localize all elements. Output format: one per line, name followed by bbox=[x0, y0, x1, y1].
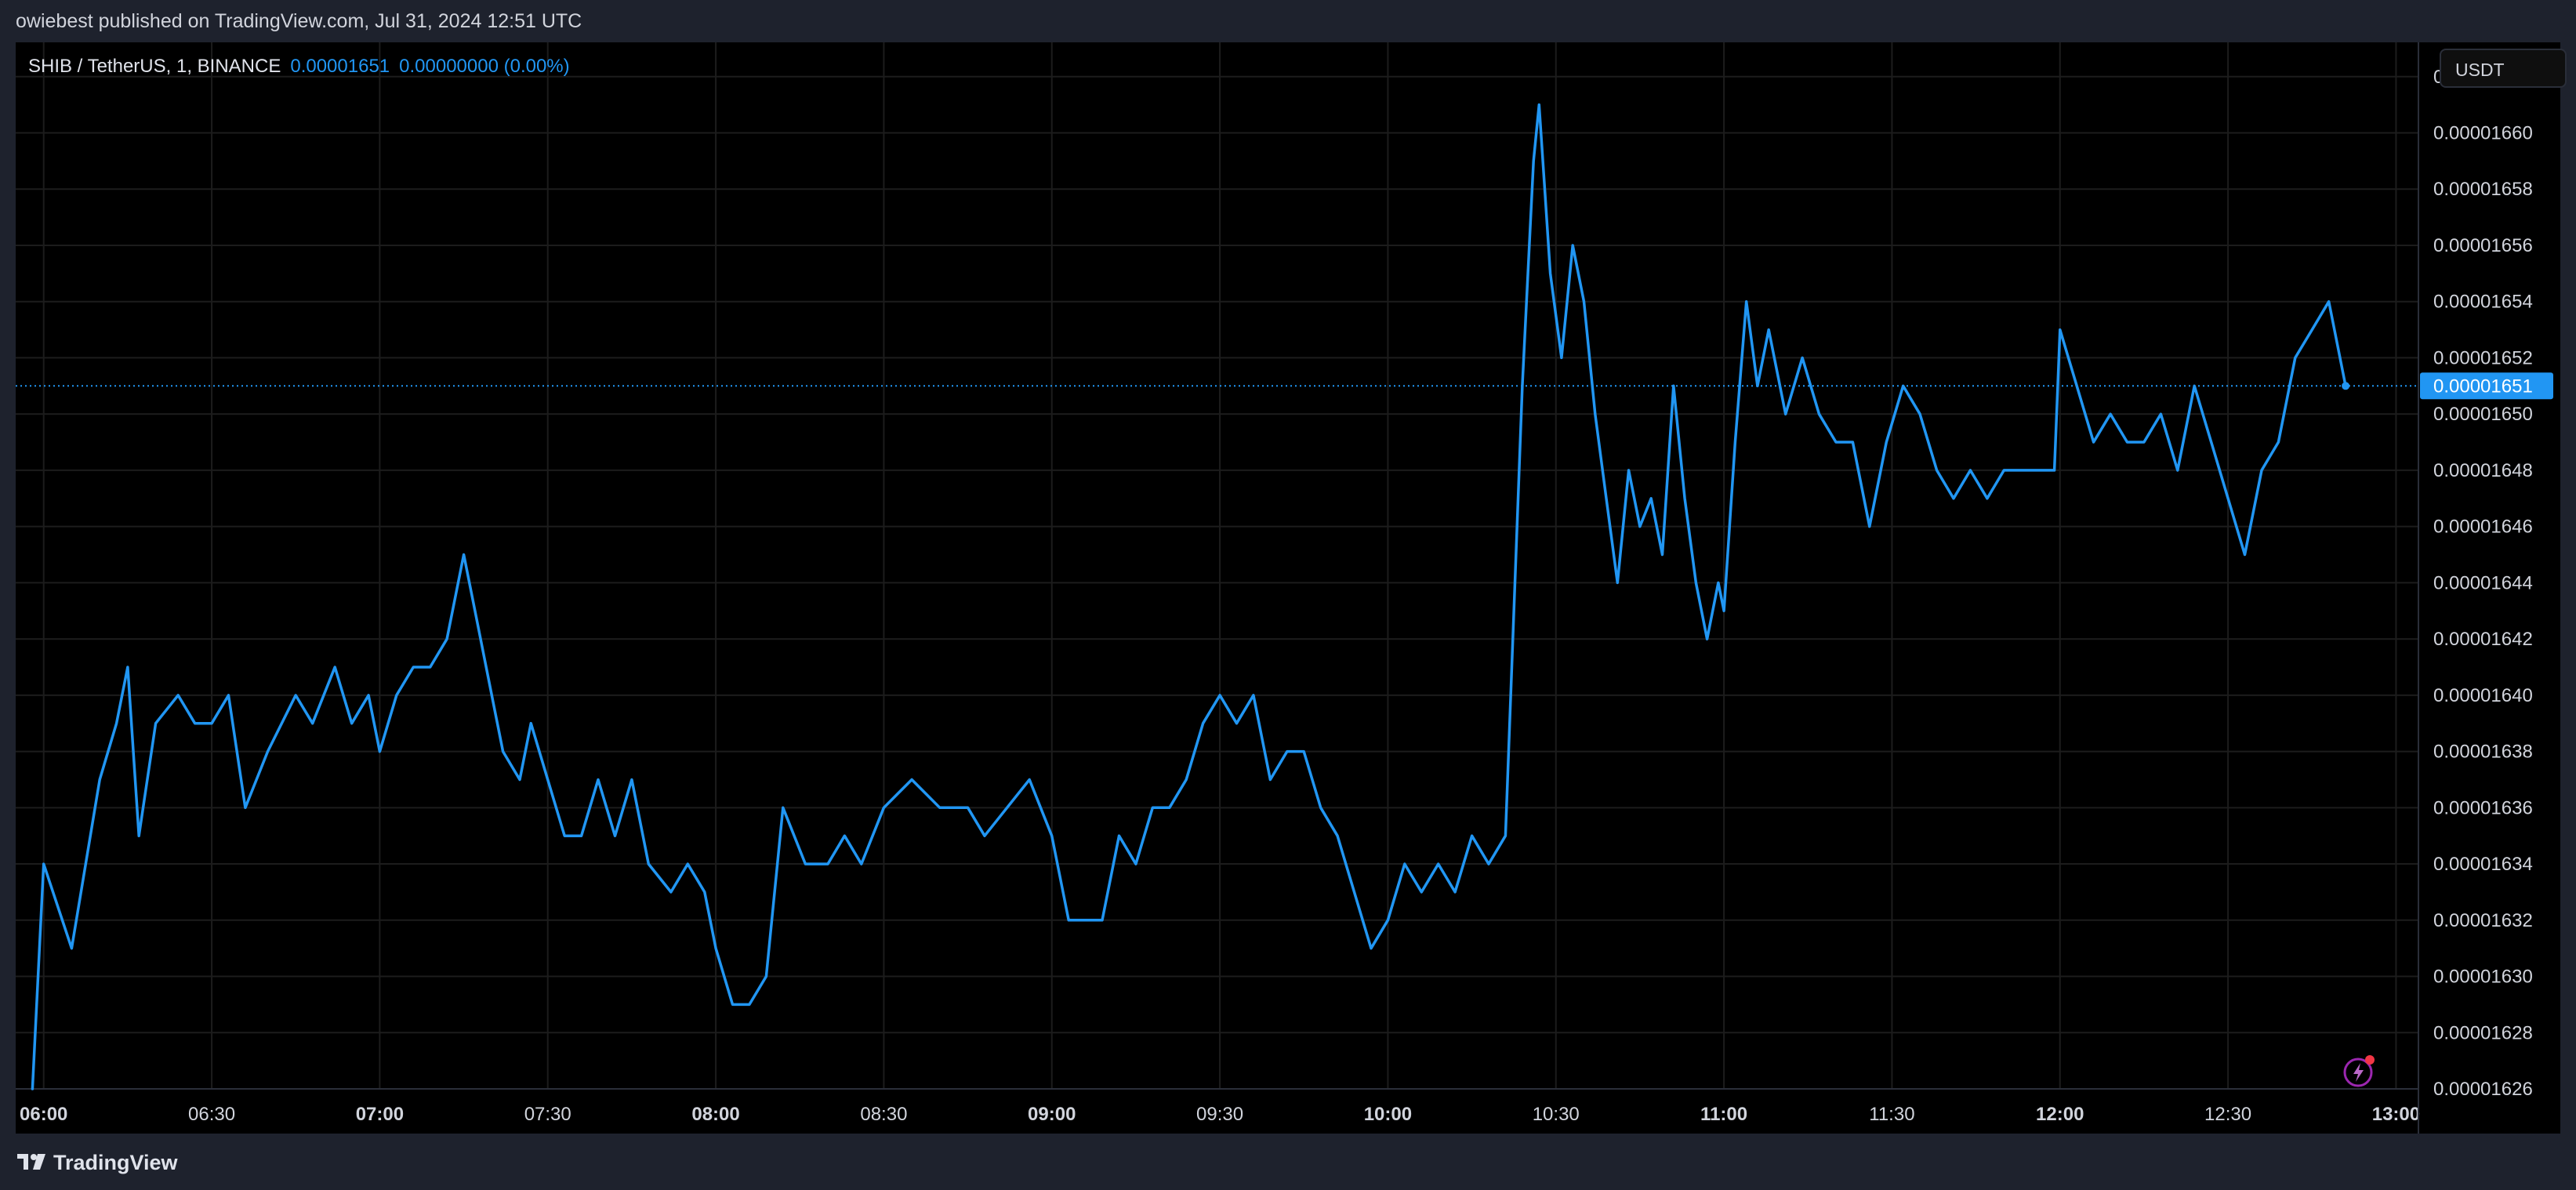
lightning-icon[interactable] bbox=[2342, 1054, 2377, 1088]
x-tick-label: 07:30 bbox=[524, 1104, 571, 1125]
y-tick-label: 0.00001660 bbox=[2433, 122, 2533, 143]
y-tick-label: 0.00001638 bbox=[2433, 742, 2533, 763]
x-tick-label: 10:30 bbox=[1533, 1104, 1580, 1125]
tradingview-logo-icon[interactable] bbox=[16, 1151, 47, 1173]
current-price-label-bg bbox=[2420, 372, 2553, 400]
y-tick-label: 0.00001650 bbox=[2433, 404, 2533, 425]
y-tick-label: 0.00001658 bbox=[2433, 179, 2533, 200]
x-tick-label: 11:30 bbox=[1869, 1104, 1914, 1125]
publish-info: owiebest published on TradingView.com, J… bbox=[16, 10, 582, 32]
header-bar: owiebest published on TradingView.com, J… bbox=[0, 0, 2576, 42]
y-tick-label: 0.00001646 bbox=[2433, 517, 2533, 538]
current-price-label: 0.00001651 bbox=[2433, 376, 2533, 397]
y-tick-label: 0.00001632 bbox=[2433, 910, 2533, 931]
x-tick-label: 13:00 bbox=[2372, 1104, 2420, 1125]
y-tick-label: 0.00001626 bbox=[2433, 1079, 2533, 1100]
y-tick-label: 0.00001636 bbox=[2433, 797, 2533, 818]
y-tick-label: 0.00001652 bbox=[2433, 347, 2533, 368]
x-tick-label: 12:00 bbox=[2036, 1104, 2084, 1125]
footer-bar: TradingView bbox=[0, 1134, 2576, 1190]
y-tick-label: 0.00001654 bbox=[2433, 292, 2533, 313]
x-tick-label: 09:30 bbox=[1196, 1104, 1243, 1125]
notification-badge bbox=[2365, 1055, 2375, 1065]
x-tick-label: 08:00 bbox=[691, 1104, 739, 1125]
chart-legend: SHIB / TetherUS, 1, BINANCE 0.00001651 0.0… bbox=[28, 56, 570, 78]
last-price-dot bbox=[2342, 382, 2350, 390]
price-change-label: 0.00000000 (0.00%) bbox=[399, 56, 570, 77]
price-line bbox=[31, 103, 2347, 1090]
y-tick-label: 0.00001644 bbox=[2433, 572, 2533, 593]
y-tick-label: 0.00001656 bbox=[2433, 235, 2533, 256]
symbol-label: SHIB / TetherUS, 1, BINANCE bbox=[28, 56, 281, 77]
currency-button[interactable]: USDT bbox=[2440, 49, 2567, 88]
y-tick-label: 0.00001634 bbox=[2433, 854, 2533, 875]
last-price-label: 0.00001651 bbox=[290, 56, 390, 77]
x-tick-label: 06:00 bbox=[20, 1104, 67, 1125]
x-tick-label: 10:00 bbox=[1364, 1104, 1412, 1125]
x-tick-label: 08:30 bbox=[860, 1104, 907, 1125]
x-tick-label: 06:30 bbox=[188, 1104, 235, 1125]
x-tick-label: 07:00 bbox=[356, 1104, 404, 1125]
x-tick-label: 12:30 bbox=[2204, 1104, 2251, 1125]
x-tick-label: 09:00 bbox=[1028, 1104, 1076, 1125]
y-tick-label: 0.00001628 bbox=[2433, 1022, 2533, 1043]
y-tick-label: 0.00001642 bbox=[2433, 629, 2533, 650]
y-tick-label: 0.00001648 bbox=[2433, 460, 2533, 481]
x-tick-label: 11:00 bbox=[1700, 1104, 1747, 1125]
price-chart[interactable]: 06:00 06:30 07:00 07:30 08:00 08:30 09:00 09:30… bbox=[16, 42, 2560, 1134]
footer-brand[interactable]: TradingView bbox=[53, 1151, 178, 1174]
y-tick-label: 0.00001640 bbox=[2433, 685, 2533, 706]
chart-panel[interactable]: 06:00 06:30 07:00 07:30 08:00 08:30 09:00 09:30… bbox=[16, 42, 2567, 1134]
y-tick-label: 0.00001630 bbox=[2433, 967, 2533, 988]
